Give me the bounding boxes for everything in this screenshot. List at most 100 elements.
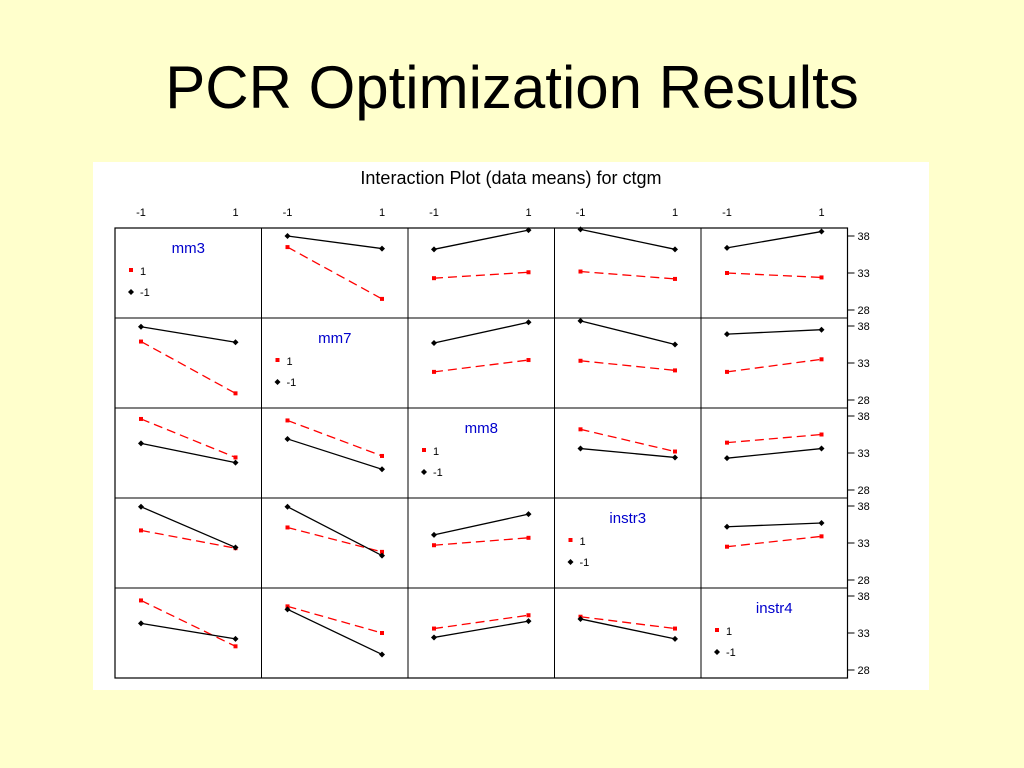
y-tick-label: 38 bbox=[858, 231, 870, 243]
point-marker-level-1 bbox=[819, 275, 824, 280]
legend-label: -1 bbox=[580, 557, 590, 569]
point-marker-level-1 bbox=[285, 245, 290, 250]
point-marker-level-neg1 bbox=[138, 440, 144, 447]
point-marker-level-neg1 bbox=[672, 635, 678, 642]
series-line-level-neg1 bbox=[287, 506, 383, 557]
point-marker-level-neg1 bbox=[525, 227, 532, 234]
x-tick-label: -1 bbox=[722, 207, 732, 219]
point-marker-level-neg1 bbox=[431, 634, 437, 641]
y-tick-label: 28 bbox=[858, 575, 870, 587]
point-marker-level-neg1 bbox=[284, 606, 291, 613]
point-marker-level-1 bbox=[526, 270, 531, 275]
series-line-level-1 bbox=[140, 599, 236, 647]
point-marker-level-neg1 bbox=[577, 226, 584, 233]
series-line-level-1 bbox=[726, 433, 822, 444]
x-tick-label: -1 bbox=[576, 207, 586, 219]
series-line-level-neg1 bbox=[287, 608, 383, 656]
point-marker-level-neg1 bbox=[284, 503, 291, 510]
point-marker-level-neg1 bbox=[672, 246, 678, 253]
legend-marker-pos bbox=[275, 358, 280, 362]
factor-label: mm3 bbox=[172, 240, 205, 257]
point-marker-level-1 bbox=[380, 453, 384, 458]
y-tick-label: 33 bbox=[858, 448, 870, 460]
point-marker-level-neg1 bbox=[232, 544, 239, 551]
point-marker-level-1 bbox=[380, 631, 384, 635]
y-tick-label: 28 bbox=[858, 665, 870, 677]
point-marker-level-neg1 bbox=[284, 233, 291, 239]
point-marker-level-neg1 bbox=[672, 341, 678, 348]
x-tick-label: -1 bbox=[283, 207, 293, 219]
x-tick-label: 1 bbox=[672, 207, 678, 219]
x-tick-label: -1 bbox=[136, 207, 146, 219]
point-marker-level-1 bbox=[578, 427, 583, 432]
point-marker-level-neg1 bbox=[232, 635, 239, 642]
point-marker-level-neg1 bbox=[379, 651, 385, 658]
point-marker-level-1 bbox=[578, 358, 583, 363]
point-marker-level-1 bbox=[526, 613, 531, 618]
x-tick-label: 1 bbox=[525, 207, 531, 219]
slide-title: PCR Optimization Results bbox=[165, 54, 859, 121]
legend-label: 1 bbox=[433, 446, 439, 458]
point-marker-level-neg1 bbox=[431, 531, 437, 538]
y-tick-label: 33 bbox=[858, 358, 870, 370]
point-marker-level-1 bbox=[139, 598, 143, 603]
point-marker-level-1 bbox=[526, 535, 531, 540]
point-marker-level-neg1 bbox=[379, 552, 385, 559]
legend-marker-pos bbox=[568, 538, 573, 542]
y-tick-label: 38 bbox=[858, 501, 870, 513]
series-line-level-neg1 bbox=[580, 447, 676, 459]
y-tick-label: 28 bbox=[858, 485, 870, 497]
series-line-level-neg1 bbox=[433, 321, 529, 344]
series-line-level-neg1 bbox=[433, 513, 529, 536]
point-marker-level-1 bbox=[139, 416, 143, 421]
series-line-level-1 bbox=[287, 605, 383, 634]
series-line-level-neg1 bbox=[726, 230, 822, 249]
point-marker-level-1 bbox=[673, 626, 677, 631]
point-marker-level-1 bbox=[432, 626, 436, 631]
y-tick-label: 33 bbox=[858, 538, 870, 550]
point-marker-level-1 bbox=[233, 644, 238, 649]
factor-label: instr3 bbox=[609, 510, 646, 527]
x-tick-label: -1 bbox=[429, 207, 439, 219]
series-line-level-1 bbox=[580, 360, 676, 372]
point-marker-level-1 bbox=[725, 271, 729, 275]
series-line-level-1 bbox=[726, 535, 822, 548]
legend-marker-neg bbox=[274, 379, 281, 385]
point-marker-level-neg1 bbox=[577, 317, 584, 324]
axis-layer: -1 1 -1 1 -1 1 -1 1 -1 1 28 33 38 28 33 38 28 33 38 28 33 38 2… bbox=[136, 207, 870, 677]
series-line-level-neg1 bbox=[140, 506, 236, 549]
series-line-level-neg1 bbox=[140, 622, 236, 640]
series-line-level-1 bbox=[287, 419, 383, 457]
y-tick-label: 33 bbox=[858, 268, 870, 280]
series-line-level-neg1 bbox=[726, 522, 822, 528]
point-marker-level-1 bbox=[819, 534, 824, 539]
y-tick-label: 28 bbox=[858, 395, 870, 407]
series-line-level-1 bbox=[433, 614, 529, 630]
point-marker-level-1 bbox=[233, 391, 238, 396]
x-tick-label: 1 bbox=[818, 207, 824, 219]
series-line-level-neg1 bbox=[140, 442, 236, 464]
y-tick-label: 38 bbox=[858, 321, 870, 333]
point-marker-level-1 bbox=[139, 339, 143, 344]
legend-label: -1 bbox=[726, 647, 736, 659]
point-marker-level-neg1 bbox=[525, 618, 532, 625]
series-line-level-1 bbox=[433, 359, 529, 373]
point-marker-level-neg1 bbox=[284, 435, 291, 442]
series-line-level-neg1 bbox=[433, 229, 529, 250]
point-marker-level-neg1 bbox=[138, 323, 144, 330]
grid-layer bbox=[114, 227, 849, 679]
legend-label: -1 bbox=[140, 287, 150, 299]
point-marker-level-1 bbox=[725, 440, 729, 445]
x-tick-label: 1 bbox=[379, 207, 385, 219]
point-marker-level-1 bbox=[578, 269, 583, 274]
series-line-level-1 bbox=[287, 526, 383, 553]
point-marker-level-neg1 bbox=[724, 331, 730, 338]
factor-label: instr4 bbox=[756, 600, 793, 617]
y-tick-label: 38 bbox=[858, 411, 870, 423]
point-marker-level-neg1 bbox=[138, 503, 144, 510]
point-marker-level-neg1 bbox=[379, 245, 385, 252]
series-line-level-1 bbox=[580, 616, 676, 630]
point-marker-level-neg1 bbox=[818, 520, 825, 527]
factor-label: mm8 bbox=[465, 420, 498, 437]
legend-label: 1 bbox=[287, 356, 293, 368]
